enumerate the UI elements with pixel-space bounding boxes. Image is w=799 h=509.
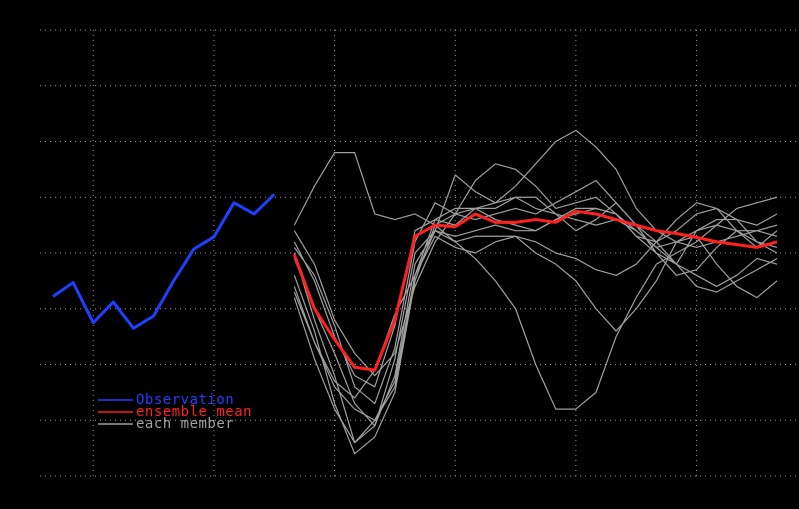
legend: Observation ensemble mean each member (98, 392, 252, 432)
ensemble-mean-line (292, 209, 778, 372)
member-line-8 (293, 207, 778, 444)
legend-label-observation: Observation (136, 392, 234, 408)
ensemble-mean-series-group (292, 209, 778, 372)
member-line-3 (293, 163, 778, 377)
observation-series-group (52, 193, 276, 330)
member-line-10 (293, 129, 778, 399)
member-line-5 (293, 179, 778, 455)
observation-line (52, 193, 276, 330)
member-line-6 (293, 202, 778, 421)
member-line-4 (293, 196, 778, 444)
legend-label-ensemble-mean: ensemble mean (136, 404, 252, 420)
member-series-group (293, 129, 778, 455)
member-line-9 (293, 152, 778, 410)
legend-label-each-member: each member (136, 416, 234, 432)
member-line-7 (293, 196, 778, 405)
